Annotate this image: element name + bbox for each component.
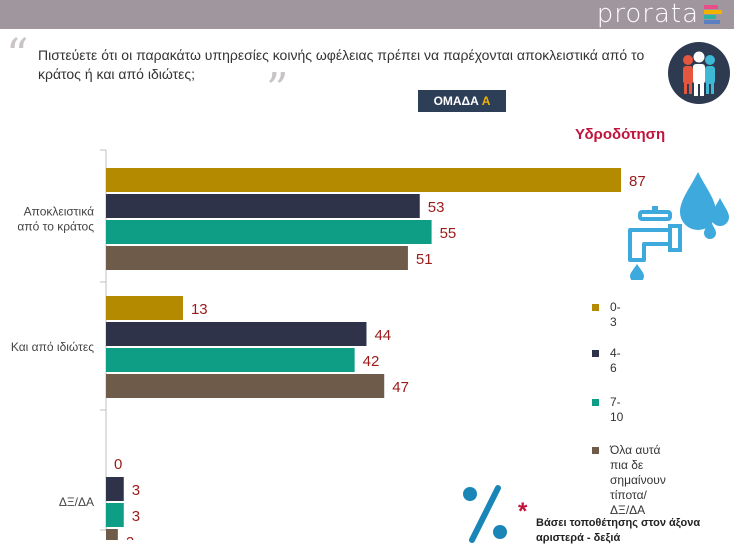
people-icon: [668, 42, 730, 104]
bar: [106, 246, 408, 270]
data-label: 3: [132, 482, 140, 499]
legend-label-line: τίποτα/ΔΞ/ΔΑ: [610, 488, 647, 517]
group-badge-letter: Α: [481, 94, 491, 108]
data-label: 0: [114, 456, 122, 473]
data-label: 3: [132, 508, 140, 525]
percent-icon: [460, 484, 512, 544]
bar: [106, 322, 367, 346]
chart-title: Υδροδότηση: [575, 126, 666, 143]
top-bar: prorata: [0, 0, 734, 29]
open-quote-mark: “: [6, 30, 29, 81]
legend-swatch: [592, 399, 599, 406]
close-quote-mark: ”: [266, 64, 289, 115]
legend-swatch: [592, 304, 599, 311]
bar: [106, 374, 385, 398]
data-label: 44: [374, 327, 391, 344]
data-label: 2: [126, 534, 134, 540]
legend-label: 4-6: [610, 346, 621, 375]
bar: [106, 477, 124, 501]
question-text: Πιστεύετε ότι οι παρακάτω υπηρεσίες κοιν…: [38, 47, 645, 82]
bar: [106, 503, 124, 527]
bar: [106, 348, 355, 372]
legend-label-line: Όλα αυτά πια δε: [610, 443, 661, 472]
category-label: Αποκλειστικά: [24, 205, 94, 219]
footnote-text: Βάσει τοποθέτησης στον άξονα αριστερά - …: [536, 517, 701, 544]
category-label: Και από ιδιώτες: [11, 340, 94, 354]
data-label: 13: [191, 301, 208, 318]
water-tap-icon: [620, 170, 730, 283]
category-label: από το κράτος: [17, 220, 94, 234]
bar: [106, 194, 420, 218]
legend-swatch: [592, 350, 599, 357]
group-badge-label: ΟΜΑΔΑ: [433, 94, 479, 108]
data-label: 42: [363, 353, 380, 370]
brand-logo-text: prorata: [596, 0, 699, 29]
legend-label: 7-10: [610, 395, 624, 424]
group-badge: ΟΜΑΔΑ Α: [418, 90, 506, 112]
bar: [106, 168, 622, 192]
legend-label: Όλα αυτά πια δε σημαίνουν τίποτα/ΔΞ/ΔΑ: [610, 443, 666, 518]
category-label: ΔΞ/ΔΑ: [59, 495, 94, 509]
footnote-asterisk: *: [518, 498, 528, 525]
data-label: 87: [629, 173, 646, 190]
data-label: 51: [416, 251, 433, 268]
data-label: 53: [428, 199, 445, 216]
data-label: 47: [392, 379, 409, 396]
brand-logo-mark: [704, 5, 724, 25]
legend-label-line: σημαίνουν: [610, 473, 666, 487]
data-label: 55: [440, 225, 457, 242]
legend-label: 0-3: [610, 300, 621, 329]
bar: [106, 220, 432, 244]
bar: [106, 529, 118, 540]
bar: [106, 296, 183, 320]
legend-swatch: [592, 447, 599, 454]
